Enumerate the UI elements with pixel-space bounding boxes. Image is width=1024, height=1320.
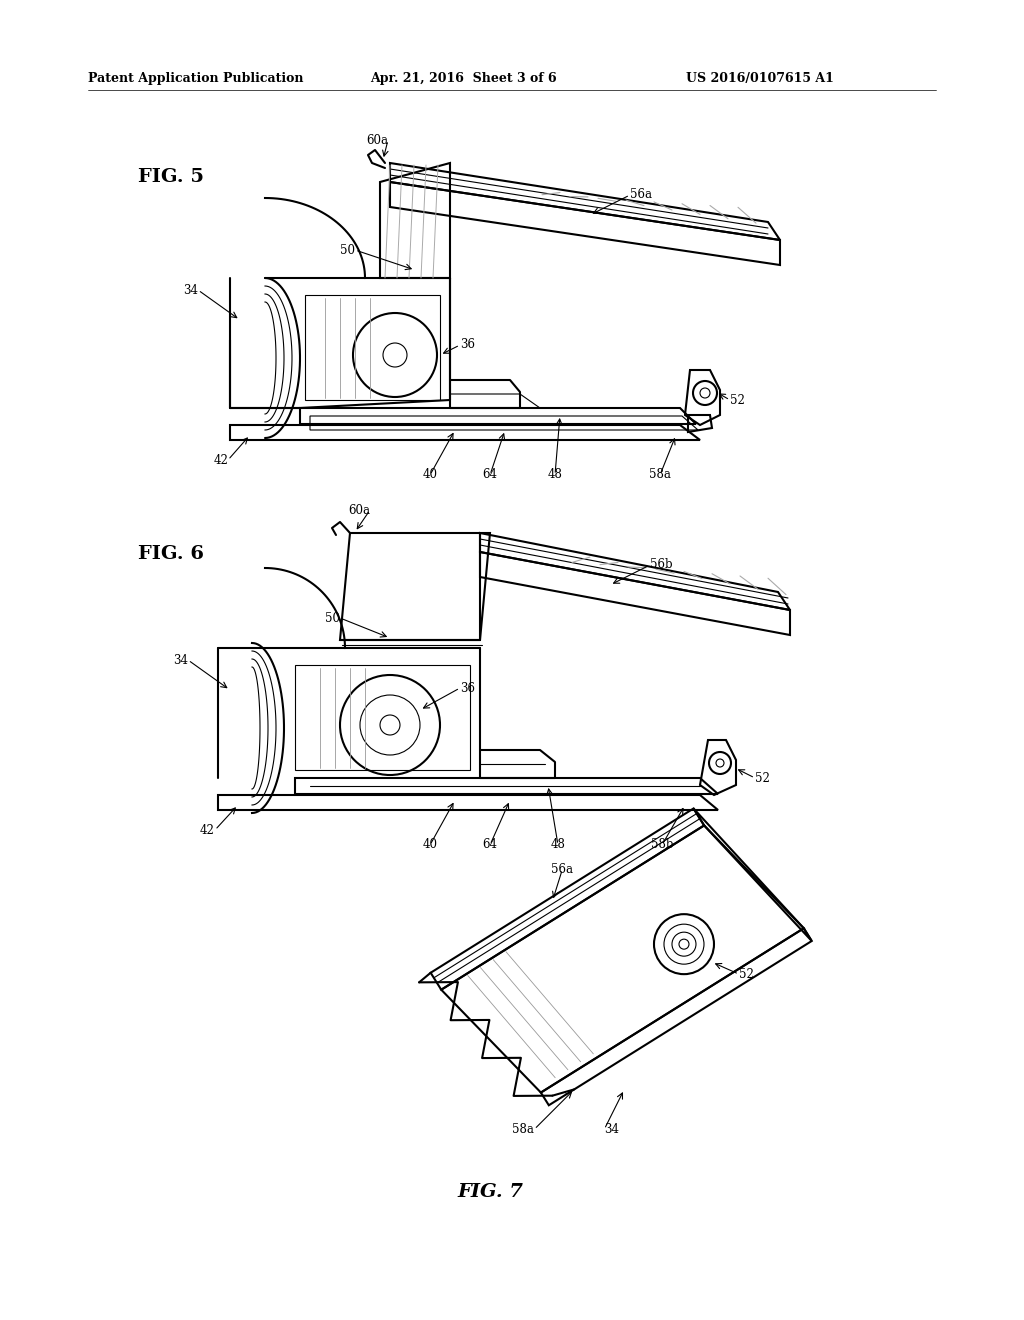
- Text: 36: 36: [460, 681, 475, 694]
- Text: 58a: 58a: [512, 1123, 535, 1137]
- Text: 52: 52: [755, 771, 770, 784]
- Text: 52: 52: [730, 393, 744, 407]
- Text: 40: 40: [423, 838, 437, 851]
- Text: 34: 34: [173, 653, 188, 667]
- Text: 42: 42: [200, 824, 215, 837]
- Text: 60a: 60a: [348, 503, 370, 516]
- Text: Patent Application Publication: Patent Application Publication: [88, 73, 303, 84]
- Text: 56b: 56b: [650, 558, 673, 572]
- Text: 52: 52: [739, 968, 754, 981]
- Text: 34: 34: [183, 284, 198, 297]
- Text: Apr. 21, 2016  Sheet 3 of 6: Apr. 21, 2016 Sheet 3 of 6: [370, 73, 557, 84]
- Text: 36: 36: [460, 338, 475, 351]
- Text: 48: 48: [548, 469, 562, 482]
- Text: 60a: 60a: [366, 133, 388, 147]
- Text: 64: 64: [482, 469, 498, 482]
- Text: 56a: 56a: [630, 189, 652, 202]
- Text: FIG. 7: FIG. 7: [457, 1183, 523, 1201]
- Text: 56a: 56a: [551, 863, 573, 875]
- Text: US 2016/0107615 A1: US 2016/0107615 A1: [686, 73, 834, 84]
- Text: 48: 48: [551, 838, 565, 851]
- Text: 58b: 58b: [650, 838, 673, 851]
- Text: 64: 64: [482, 838, 498, 851]
- Text: 50: 50: [325, 611, 340, 624]
- Text: 34: 34: [604, 1123, 620, 1137]
- Text: FIG. 6: FIG. 6: [138, 545, 204, 564]
- Text: 58a: 58a: [649, 469, 671, 482]
- Text: 40: 40: [423, 469, 437, 482]
- Text: 50: 50: [340, 243, 355, 256]
- Text: 42: 42: [213, 454, 228, 466]
- Text: FIG. 5: FIG. 5: [138, 168, 204, 186]
